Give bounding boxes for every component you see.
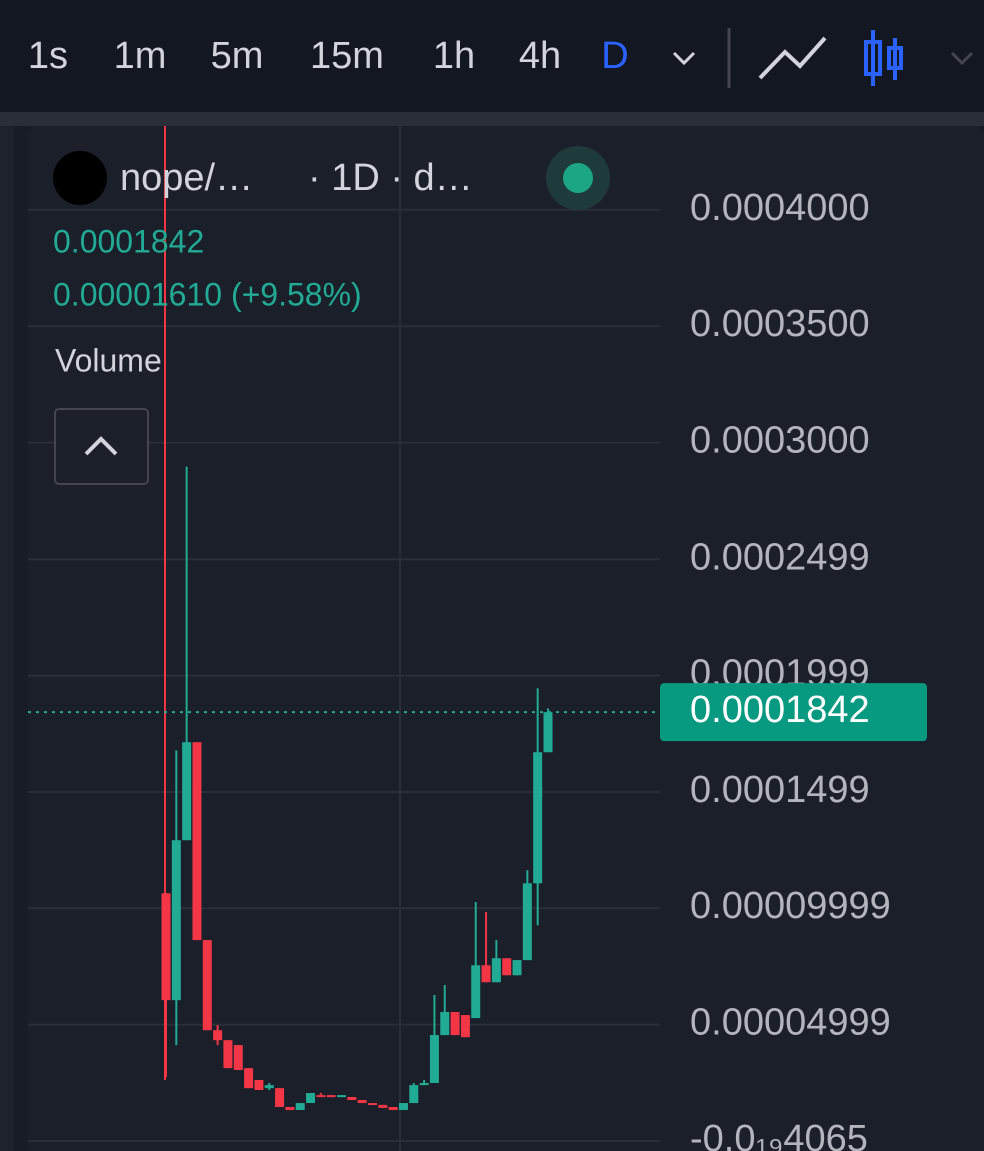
price-tag-label: 0.0001842 [690, 689, 870, 731]
y-tick-label: 0.00004999 [690, 1002, 891, 1044]
candle-body [285, 1107, 295, 1111]
candle-body [533, 752, 543, 884]
y-tick-label: 0.0002499 [690, 536, 870, 578]
candle-body [202, 940, 212, 1031]
candle-body [522, 883, 532, 961]
candle-body [213, 1030, 223, 1041]
y-tick-label: 0.0004000 [690, 187, 870, 229]
candle-body [491, 958, 501, 983]
candle-body [223, 1040, 233, 1069]
candle-body [398, 1103, 408, 1111]
candle-body [543, 712, 553, 753]
y-tick-label: 0.0003500 [690, 303, 870, 345]
candle-body [512, 960, 522, 976]
candle-body [367, 1103, 377, 1106]
price-tag [660, 683, 927, 742]
candle-icon[interactable] [864, 30, 903, 86]
toolbar [0, 0, 984, 112]
candle-body [502, 958, 512, 976]
candle-body [378, 1104, 388, 1108]
left-panel [0, 126, 14, 1151]
interval[interactable]: 1m [114, 35, 167, 77]
candle-body [233, 1045, 243, 1070]
plot [28, 208, 660, 1142]
candle-body [409, 1085, 419, 1104]
candle-body [295, 1103, 305, 1111]
interval[interactable]: 15m [310, 35, 384, 77]
candle-body [275, 1088, 285, 1108]
collapse-button[interactable] [54, 408, 149, 485]
interval[interactable]: 1h [433, 35, 475, 77]
candle-body [316, 1095, 326, 1098]
candle-body [337, 1095, 347, 1098]
interval[interactable]: 4h [519, 35, 561, 77]
interval[interactable]: 5m [211, 35, 264, 77]
separator [0, 112, 984, 126]
dropdown[interactable] [950, 51, 974, 66]
candle-body [481, 965, 491, 983]
status-dot [563, 163, 593, 193]
dropdown[interactable] [672, 51, 696, 66]
line-chart-icon[interactable] [758, 36, 827, 80]
candle-body [264, 1085, 274, 1089]
candle-body [357, 1100, 367, 1104]
legend-price: 0.0001842 [53, 223, 204, 259]
candle-body [429, 1035, 439, 1084]
candle-body [192, 742, 202, 941]
interval[interactable]: 1s [28, 35, 68, 77]
volume-label: Volume [55, 342, 162, 378]
y-tick-label: -0.0₁₉4065 [690, 1118, 868, 1151]
y-tick-label: 0.0001499 [690, 769, 870, 811]
y-tick-label: 0.0003000 [690, 420, 870, 462]
candle-body [440, 1012, 450, 1036]
candle-body [254, 1079, 264, 1091]
candle-body [388, 1107, 398, 1111]
candle-body [326, 1095, 336, 1098]
candle-body [471, 965, 481, 1019]
y-tick-label: 0.00009999 [690, 885, 891, 927]
chart-panel [28, 126, 984, 1151]
candle-body [244, 1068, 254, 1089]
candle-body [347, 1096, 357, 1101]
interval-active[interactable]: D [601, 35, 628, 77]
candle-body [171, 840, 181, 1001]
candle-body [419, 1083, 429, 1086]
candle-body [450, 1012, 460, 1036]
symbol-icon [53, 151, 107, 205]
candle-body [182, 742, 192, 841]
candle-body [460, 1015, 470, 1038]
symbol: nope/… [120, 157, 253, 199]
candle-body [306, 1093, 316, 1104]
legend-change: 0.00001610 (+9.58%) [53, 276, 362, 312]
chevron [84, 436, 118, 456]
symbol-meta: · 1D · d… [308, 157, 473, 199]
